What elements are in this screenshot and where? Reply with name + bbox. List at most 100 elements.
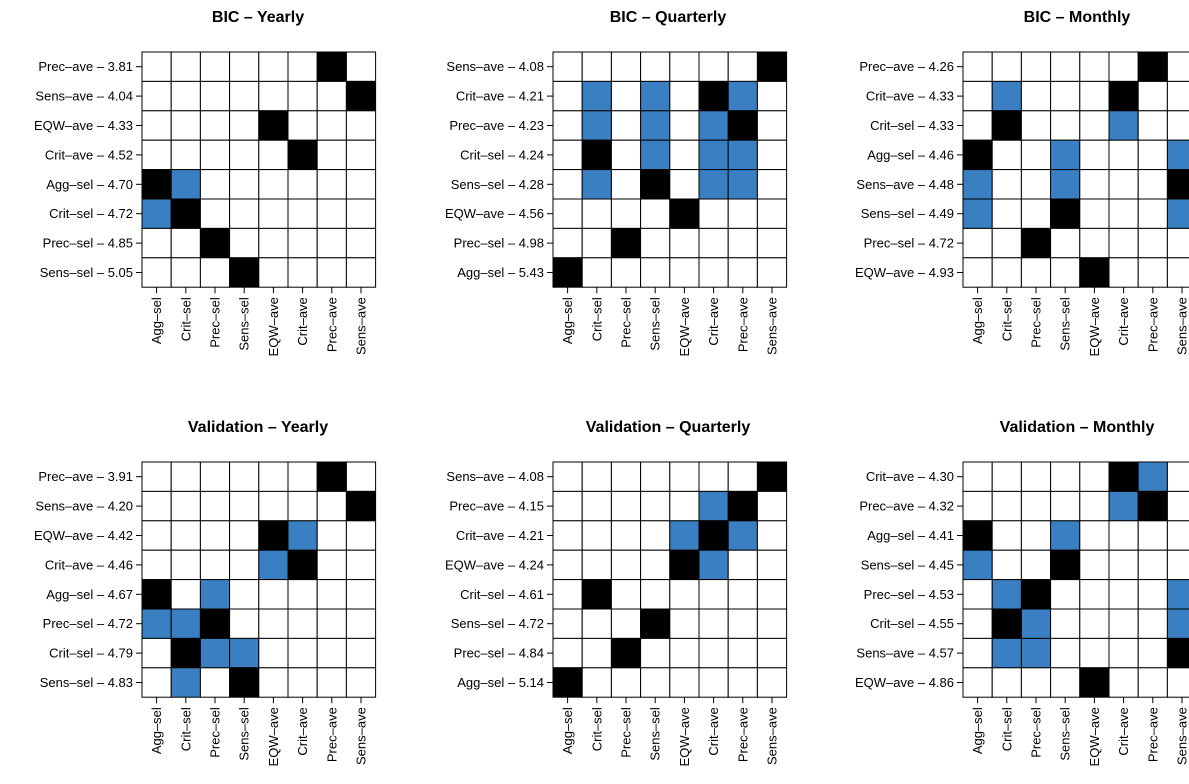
cell-empty [199,257,231,288]
cell-empty [258,637,289,669]
cell-empty [345,608,377,639]
row-label: Sens–sel – 4.45 [861,557,954,572]
cell-empty [345,549,377,581]
cell-empty [287,169,318,200]
cell-empty [345,461,377,492]
cell-selected [962,139,993,171]
cell-empty [1166,257,1189,288]
cell-selected [1166,637,1189,669]
cell-empty [991,227,1022,259]
cell-equivalent [727,520,758,551]
cell-selected [170,198,201,229]
cell-empty [1108,227,1139,259]
cell-empty [640,51,671,82]
cell-selected [316,461,347,492]
cell-selected [698,520,729,551]
cell-empty [610,579,642,610]
column-label: Crit–ave [706,707,721,755]
cell-empty [170,139,201,171]
cell-empty [727,579,758,610]
cell-empty [258,169,289,200]
cell-empty [727,51,758,82]
cell-empty [287,198,318,229]
cell-empty [610,51,642,82]
column-label: Agg–sel [970,707,985,754]
cell-empty [581,549,612,581]
cell-empty [1108,257,1139,288]
cell-empty [991,667,1022,698]
cell-empty [141,461,172,492]
cell-empty [581,461,612,492]
cell-empty [287,227,318,259]
row-label: Crit–sel – 4.79 [49,646,133,661]
cell-empty [669,80,700,112]
cell-empty [258,490,289,522]
cell-selected [756,461,788,492]
cell-empty [1166,490,1189,522]
row-label: Sens–ave – 4.20 [35,499,133,514]
cell-selected [610,227,642,259]
cell-empty [669,637,700,669]
cell-selected [552,257,583,288]
cell-empty [1137,637,1168,669]
cell-equivalent [698,169,729,200]
cell-empty [552,549,583,581]
column-label: Sens–ave [354,297,369,355]
cell-empty [170,520,201,551]
row-label: Prec–ave – 3.91 [38,469,133,484]
cell-empty [669,461,700,492]
cell-empty [756,139,788,171]
cell-empty [640,579,671,610]
cell-empty [1050,667,1081,698]
row-label: Crit–sel – 4.72 [49,206,133,221]
cell-equivalent [640,110,671,141]
cell-empty [141,139,172,171]
cell-equivalent [1166,139,1189,171]
cell-empty [756,80,788,112]
cell-empty [316,169,347,200]
cell-empty [669,110,700,141]
cell-empty [316,80,347,112]
cell-empty [258,139,289,171]
cell-empty [199,461,231,492]
cell-empty [258,198,289,229]
cell-equivalent [1166,608,1189,639]
cell-empty [756,198,788,229]
cell-empty [669,608,700,639]
cell-empty [581,198,612,229]
cell-equivalent [991,579,1022,610]
row-label: Sens–ave – 4.57 [856,646,954,661]
cell-empty [141,549,172,581]
cell-empty [258,667,289,698]
cell-equivalent [669,520,700,551]
cell-empty [669,257,700,288]
cell-empty [316,110,347,141]
cell-empty [1079,490,1110,522]
column-label: Sens–ave [1175,707,1189,765]
cell-selected [727,490,758,522]
cell-empty [1108,169,1139,200]
cell-empty [199,520,231,551]
column-label: Sens–ave [765,297,780,355]
cell-empty [640,257,671,288]
cell-empty [141,637,172,669]
cell-empty [756,579,788,610]
cell-empty [1079,51,1110,82]
cell-empty [962,110,993,141]
column-label: EQW–ave [1087,297,1102,356]
cell-empty [258,227,289,259]
cell-empty [1050,257,1081,288]
cell-empty [287,80,318,112]
cell-empty [1079,579,1110,610]
column-label: EQW–ave [677,297,692,356]
cell-empty [698,608,729,639]
cell-empty [1050,579,1081,610]
cell-empty [316,637,347,669]
cell-empty [1020,169,1052,200]
cell-empty [258,51,289,82]
cell-equivalent [698,139,729,171]
cell-empty [1079,520,1110,551]
cell-empty [345,110,377,141]
cell-empty [345,520,377,551]
cell-empty [756,637,788,669]
